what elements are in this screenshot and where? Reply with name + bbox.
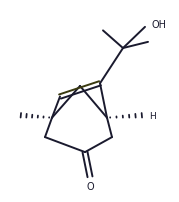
Text: OH: OH	[152, 20, 167, 30]
Text: H: H	[149, 112, 156, 121]
Text: O: O	[86, 181, 94, 191]
